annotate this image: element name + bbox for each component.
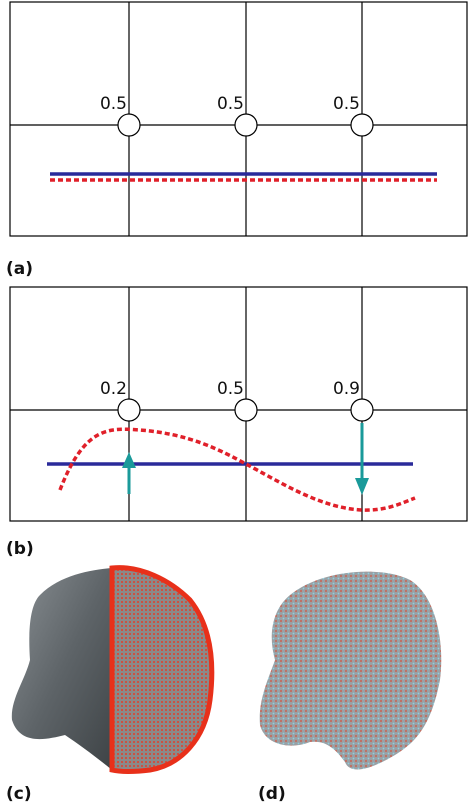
weight-label: 0.5 [100, 94, 127, 114]
caption: (d) [258, 784, 286, 804]
caption: (b) [6, 539, 34, 559]
weight-label: 0.5 [217, 94, 244, 114]
render-shape [12, 568, 112, 770]
arrow-head [122, 452, 136, 468]
node [351, 399, 373, 421]
node [118, 114, 140, 136]
weight-label: 0.9 [333, 379, 360, 399]
arrow-head [355, 478, 369, 495]
node [235, 399, 257, 421]
caption: (c) [6, 784, 32, 804]
render-points [112, 568, 212, 772]
render-shape [260, 572, 442, 770]
weight-label: 0.2 [100, 379, 127, 399]
node [235, 114, 257, 136]
weight-label: 0.5 [333, 94, 360, 114]
caption: (a) [6, 259, 33, 279]
node [351, 114, 373, 136]
figure: 0.5 0.5 0.5 (a) 0.2 0.5 0.9 (b) (c) (d) [0, 0, 469, 806]
node [118, 399, 140, 421]
weight-label: 0.5 [217, 379, 244, 399]
